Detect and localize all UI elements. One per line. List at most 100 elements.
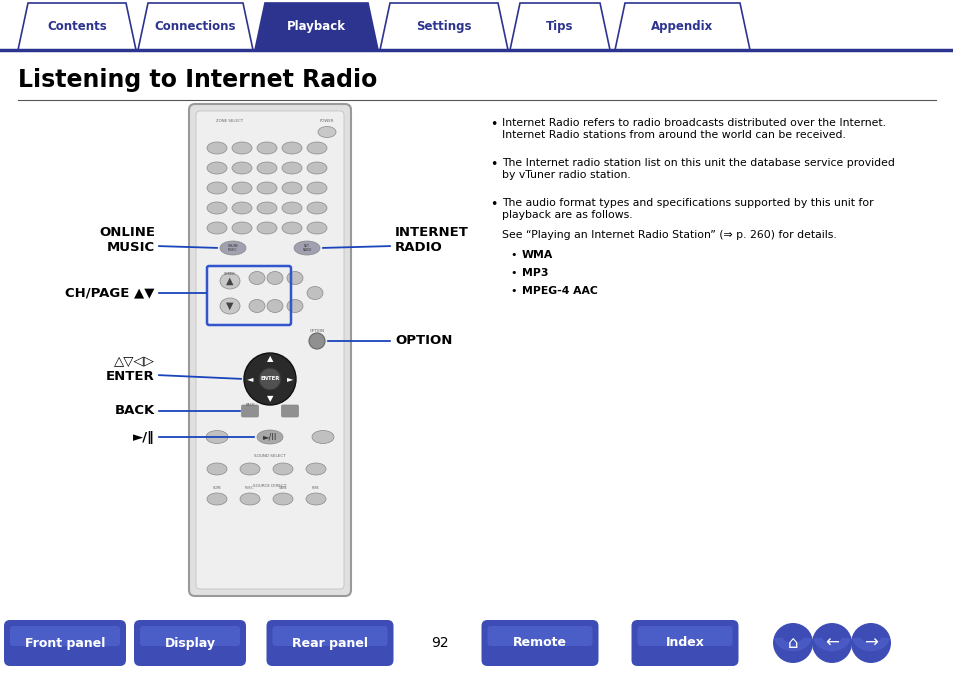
Text: PURE: PURE bbox=[312, 486, 319, 490]
Ellipse shape bbox=[220, 241, 246, 255]
Polygon shape bbox=[18, 3, 136, 50]
Text: SOUND SELECT: SOUND SELECT bbox=[253, 454, 286, 458]
Polygon shape bbox=[254, 3, 377, 50]
Text: BACK: BACK bbox=[245, 403, 254, 407]
Ellipse shape bbox=[220, 298, 240, 314]
Circle shape bbox=[850, 623, 890, 663]
Text: POWER: POWER bbox=[319, 119, 334, 123]
Ellipse shape bbox=[306, 463, 326, 475]
Circle shape bbox=[244, 353, 295, 405]
Ellipse shape bbox=[256, 202, 276, 214]
Text: Rear panel: Rear panel bbox=[292, 637, 368, 649]
Text: Tips: Tips bbox=[546, 20, 573, 33]
Circle shape bbox=[309, 333, 325, 349]
Ellipse shape bbox=[232, 162, 252, 174]
Text: ONLINE
MUSIC: ONLINE MUSIC bbox=[227, 244, 238, 252]
FancyBboxPatch shape bbox=[241, 405, 258, 417]
Text: OPTION: OPTION bbox=[395, 334, 452, 347]
Ellipse shape bbox=[232, 202, 252, 214]
Ellipse shape bbox=[307, 142, 327, 154]
Polygon shape bbox=[379, 3, 507, 50]
Ellipse shape bbox=[307, 222, 327, 234]
Ellipse shape bbox=[312, 431, 334, 444]
Ellipse shape bbox=[282, 202, 302, 214]
FancyBboxPatch shape bbox=[133, 620, 246, 666]
Text: •: • bbox=[510, 286, 516, 296]
Ellipse shape bbox=[232, 222, 252, 234]
Text: Remote: Remote bbox=[513, 637, 566, 649]
Text: Internet Radio refers to radio broadcasts distributed over the Internet.
Interne: Internet Radio refers to radio broadcast… bbox=[501, 118, 885, 139]
Ellipse shape bbox=[249, 271, 265, 285]
Text: ONLINE
MUSIC: ONLINE MUSIC bbox=[99, 226, 154, 254]
Ellipse shape bbox=[282, 142, 302, 154]
Ellipse shape bbox=[307, 202, 327, 214]
FancyBboxPatch shape bbox=[189, 104, 351, 596]
Text: •: • bbox=[510, 250, 516, 260]
FancyBboxPatch shape bbox=[273, 626, 387, 646]
Text: ►/‖: ►/‖ bbox=[133, 431, 154, 444]
Circle shape bbox=[811, 623, 851, 663]
FancyBboxPatch shape bbox=[266, 620, 393, 666]
Text: ►/II: ►/II bbox=[262, 433, 277, 441]
Text: The audio format types and specifications supported by this unit for
playback ar: The audio format types and specification… bbox=[501, 198, 873, 219]
Text: →: → bbox=[863, 634, 877, 652]
FancyBboxPatch shape bbox=[281, 405, 298, 417]
Text: •: • bbox=[490, 118, 497, 131]
Text: WMA: WMA bbox=[521, 250, 553, 260]
Text: The Internet radio station list on this unit the database service provided
by vT: The Internet radio station list on this … bbox=[501, 158, 894, 180]
Text: ▲: ▲ bbox=[226, 276, 233, 286]
FancyBboxPatch shape bbox=[637, 626, 732, 646]
Ellipse shape bbox=[256, 430, 283, 444]
Text: Listening to Internet Radio: Listening to Internet Radio bbox=[18, 68, 377, 92]
Ellipse shape bbox=[287, 299, 303, 312]
Text: ◄: ◄ bbox=[247, 374, 253, 384]
Ellipse shape bbox=[282, 222, 302, 234]
Ellipse shape bbox=[232, 142, 252, 154]
FancyBboxPatch shape bbox=[140, 626, 240, 646]
Text: Appendix: Appendix bbox=[651, 20, 713, 33]
FancyBboxPatch shape bbox=[195, 111, 344, 589]
Text: ▲: ▲ bbox=[267, 355, 273, 363]
Ellipse shape bbox=[307, 182, 327, 194]
Text: Contents: Contents bbox=[47, 20, 107, 33]
Ellipse shape bbox=[207, 222, 227, 234]
Ellipse shape bbox=[282, 162, 302, 174]
Text: NET
RADIO: NET RADIO bbox=[302, 244, 312, 252]
Ellipse shape bbox=[240, 463, 260, 475]
Text: OPTION: OPTION bbox=[309, 329, 324, 333]
Text: Front panel: Front panel bbox=[25, 637, 105, 649]
Text: BACK: BACK bbox=[114, 404, 154, 417]
Ellipse shape bbox=[317, 127, 335, 137]
Text: •: • bbox=[490, 198, 497, 211]
Circle shape bbox=[772, 623, 812, 663]
Polygon shape bbox=[510, 3, 609, 50]
Text: •: • bbox=[510, 268, 516, 278]
Ellipse shape bbox=[267, 271, 283, 285]
Text: ►: ► bbox=[287, 374, 293, 384]
Text: MP3: MP3 bbox=[521, 268, 548, 278]
FancyBboxPatch shape bbox=[481, 620, 598, 666]
Ellipse shape bbox=[273, 463, 293, 475]
FancyBboxPatch shape bbox=[487, 626, 592, 646]
Text: Playback: Playback bbox=[287, 20, 346, 33]
Ellipse shape bbox=[256, 182, 276, 194]
Ellipse shape bbox=[232, 182, 252, 194]
Text: ENTER: ENTER bbox=[260, 376, 279, 382]
Text: ZONE SELECT: ZONE SELECT bbox=[216, 119, 243, 123]
Ellipse shape bbox=[306, 493, 326, 505]
Ellipse shape bbox=[207, 142, 227, 154]
Text: △▽◁▷
ENTER: △▽◁▷ ENTER bbox=[106, 355, 154, 383]
Text: SOURCE DIRECT: SOURCE DIRECT bbox=[253, 484, 287, 488]
Text: MPEG-4 AAC: MPEG-4 AAC bbox=[521, 286, 598, 296]
Text: See “Playing an Internet Radio Station” (⇒ p. 260) for details.: See “Playing an Internet Radio Station” … bbox=[501, 230, 836, 240]
Ellipse shape bbox=[267, 299, 283, 312]
Text: Settings: Settings bbox=[416, 20, 471, 33]
Ellipse shape bbox=[256, 222, 276, 234]
Text: ⌂: ⌂ bbox=[787, 634, 798, 652]
Text: INTERNET
RADIO: INTERNET RADIO bbox=[395, 226, 468, 254]
Ellipse shape bbox=[294, 241, 319, 255]
Ellipse shape bbox=[206, 431, 228, 444]
Ellipse shape bbox=[282, 182, 302, 194]
Text: ←: ← bbox=[824, 634, 838, 652]
Ellipse shape bbox=[207, 162, 227, 174]
